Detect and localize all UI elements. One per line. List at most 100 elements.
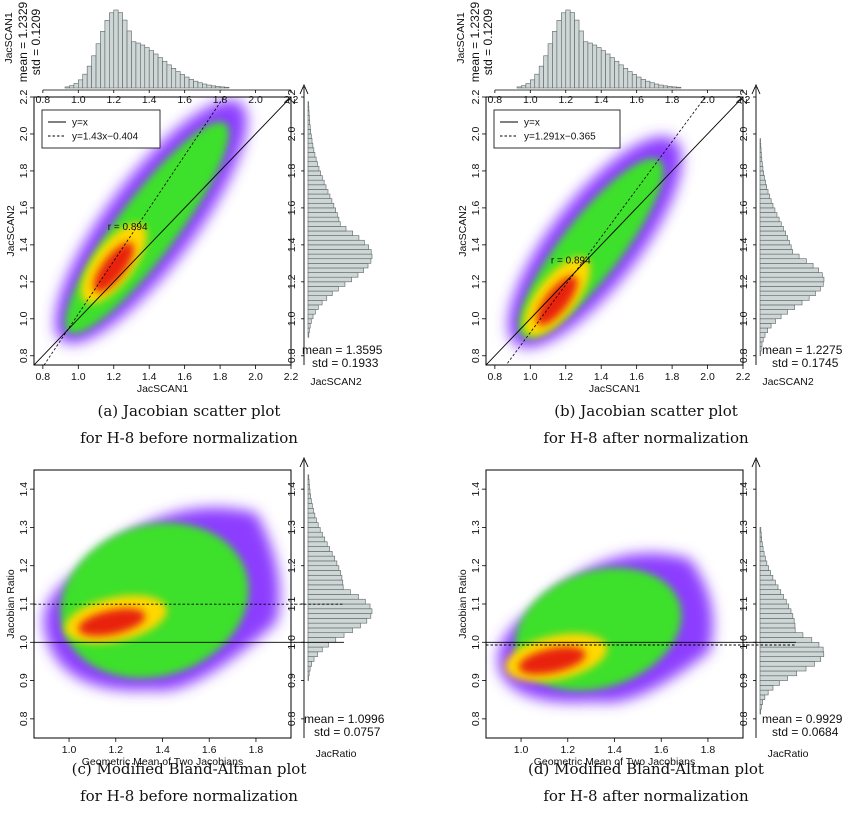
histogram-bar [109,12,115,89]
histogram-bar [605,53,611,89]
histogram-bar [759,574,774,581]
histogram-bar [759,579,776,586]
top-histogram: 0.8 1.0 1.2 1.4 1.6 1.8 2.0 2.2 JacSCAN1 mean = 1… [455,1,750,106]
histogram-bar [307,665,311,672]
histogram-bar [307,152,316,158]
histogram-bar [759,249,793,255]
side-hist-arrow [751,456,761,468]
histogram-bar [307,110,310,116]
side-hist-std: std = 0.1933 [312,356,379,370]
histogram-bar [759,699,763,705]
histogram-bar [307,147,315,153]
histogram-bar [759,244,792,250]
histogram-bar [649,82,655,89]
y-tick-label: 2.2 [18,90,30,105]
x-tick-label: 1.8 [665,371,680,383]
histogram-bar [307,156,317,162]
side-hist-tick-label: 1.2 [286,274,298,289]
histogram-bar [307,166,320,172]
histogram-bar [592,44,598,89]
histogram-bar [307,129,312,135]
y-tick-label: 0.8 [18,348,30,363]
histogram-bar [759,152,762,158]
histogram-bar [614,60,620,89]
y-tick-label: 1.8 [18,163,30,178]
histogram-bar [759,598,787,605]
y-tick-label: 1.4 [470,237,482,252]
histogram-bar [759,212,778,218]
density-cloud [498,553,713,703]
histogram-bar [307,258,372,264]
histogram-bar [307,119,311,126]
histogram-bar [307,484,310,490]
side-histogram: 0.8 1.0 1.2 1.4 1.6 1.8 2.0 2.2 mean = 1.3595std… [286,83,383,388]
histogram-bar [759,147,762,153]
caption-line-1: (d) Modified Bland-Altman plot [528,760,764,778]
side-hist-std: std = 0.0684 [772,725,839,739]
density-peak [93,242,134,293]
y-tick-label: 1.8 [470,163,482,178]
histogram-bar [759,708,762,715]
histogram-bar [759,346,762,352]
histogram-bar [552,31,558,89]
histogram-bar [759,670,797,677]
histogram-bar [759,665,807,672]
histogram-bar [307,253,373,260]
top-hist-tick-label: 1.4 [594,94,609,106]
histogram-bar [307,249,372,255]
histogram-bar [307,608,373,614]
histogram-bar [307,555,335,562]
side-hist-variable: JacRatio [316,748,357,760]
histogram-bar [307,594,359,600]
histogram-bar [307,175,323,181]
density-peak [518,646,586,675]
histogram-bar [565,9,571,89]
histogram-bar [307,226,347,232]
histogram-bar [759,637,813,643]
y-tick-label: 2.0 [470,127,482,142]
caption-line-2: for H-8 after normalization [543,787,749,805]
histogram-bar [759,272,823,278]
histogram-bar [307,115,310,121]
y-tick-label: 1.4 [18,482,30,497]
histogram-bar [307,212,338,218]
histogram-bar [556,20,562,89]
histogram-bar [525,83,531,89]
histogram-bar [307,101,309,107]
histogram-bar [307,603,371,610]
histogram-bar [64,86,70,89]
histogram-bar [596,47,602,89]
histogram-bar [759,336,764,343]
y-axis-label: Jacobian Ratio [457,569,469,639]
side-hist-tick-label: 2.2 [738,90,750,105]
histogram-bar [662,85,668,89]
histogram-bar [759,235,788,241]
histogram-bar [574,19,580,89]
histogram-bar [759,627,796,634]
side-hist-tick-label: 1.1 [738,597,750,612]
legend-box [493,109,621,149]
histogram-bar [534,73,540,89]
histogram-bar [307,105,310,112]
histogram-bar [759,527,762,533]
x-tick-label: 1.6 [202,744,217,756]
histogram-bar [95,43,101,89]
y-tick-label: 1.0 [470,311,482,326]
side-hist-tick-label: 2.0 [738,127,750,142]
histogram-bar [175,71,181,89]
histogram-bar [587,42,593,89]
histogram-bar [307,541,328,547]
histogram-bar [307,281,346,287]
histogram-bar [307,267,364,273]
histogram-bar [543,55,549,89]
side-hist-tick-label: 1.4 [286,482,298,497]
caption-line-1: (c) Modified Bland-Altman plot [72,760,307,778]
y-tick-label: 1.1 [470,597,482,612]
histogram-bar [547,43,553,89]
side-histogram: 0.8 1.0 1.2 1.4 1.6 1.8 2.0 2.2 mean = 1.2275std… [738,83,843,388]
histogram-bar [759,281,824,287]
top-hist-tick-label: 2.0 [248,94,263,106]
histogram-bar [759,263,814,269]
histogram-bar [144,47,150,89]
histogram-bar [307,239,365,246]
